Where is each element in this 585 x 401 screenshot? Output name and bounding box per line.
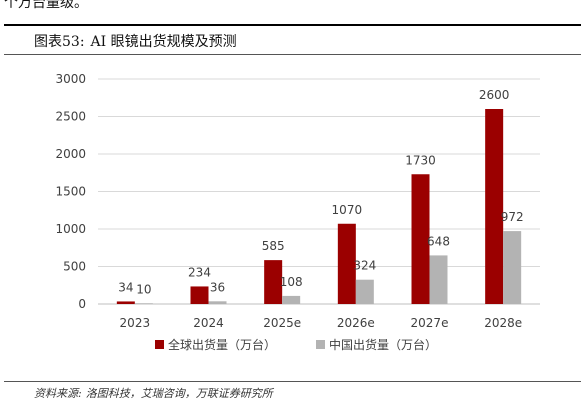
y-tick-label: 0 xyxy=(78,297,86,311)
bar-global xyxy=(485,109,504,304)
bar-global xyxy=(116,301,135,304)
source-text: 洛图科技，艾瑞咨询，万联证券研究所 xyxy=(85,387,273,400)
bar-global xyxy=(190,286,209,304)
bar-china xyxy=(503,231,522,304)
data-label-global: 1730 xyxy=(405,153,436,167)
bar-china xyxy=(355,279,374,304)
legend-swatch-china xyxy=(316,340,325,349)
data-label-global: 234 xyxy=(188,265,211,279)
bar-china xyxy=(282,295,301,304)
figure-label: 图表53: xyxy=(34,34,85,50)
data-label-global: 34 xyxy=(118,280,133,294)
bar-china xyxy=(208,301,227,304)
data-label-global: 1070 xyxy=(332,203,363,217)
bar-china xyxy=(134,303,153,304)
x-tick-label: 2026e xyxy=(337,316,375,330)
y-tick-label: 1500 xyxy=(55,185,86,199)
y-tick-label: 1000 xyxy=(55,222,86,236)
data-label-global: 585 xyxy=(262,239,285,253)
top-rule xyxy=(4,24,581,26)
title-rule xyxy=(4,54,581,55)
figure-title: 图表53: AI 眼镜出货规模及预测 xyxy=(34,31,243,51)
bottom-rule xyxy=(4,381,581,382)
y-tick-label: 2000 xyxy=(55,147,86,161)
x-tick-label: 2025e xyxy=(263,316,301,330)
x-tick-label: 2027e xyxy=(411,316,449,330)
data-label-china: 36 xyxy=(210,280,225,294)
x-tick-label: 2028e xyxy=(484,316,522,330)
bar-china xyxy=(429,255,448,304)
bar-global xyxy=(264,260,283,304)
preceding-text-fragment: 个万台量级。 xyxy=(4,0,88,11)
data-label-china: 324 xyxy=(353,259,376,273)
data-label-china: 10 xyxy=(136,282,151,296)
source-label: 资料来源: xyxy=(34,387,82,400)
source-note: 资料来源: 洛图科技，艾瑞咨询，万联证券研究所 xyxy=(34,385,277,401)
data-label-global: 2600 xyxy=(479,88,510,102)
x-tick-label: 2023 xyxy=(120,316,151,330)
figure-title-text: AI 眼镜出货规模及预测 xyxy=(90,34,237,50)
data-label-china: 972 xyxy=(501,210,524,224)
bar-global xyxy=(411,174,430,304)
x-tick-label: 2024 xyxy=(193,316,224,330)
y-tick-label: 500 xyxy=(63,260,86,274)
data-label-china: 108 xyxy=(280,275,303,289)
legend-swatch-global xyxy=(155,340,164,349)
legend-label-china: 中国出货量（万台） xyxy=(329,337,437,352)
bar-global xyxy=(337,223,356,304)
y-tick-label: 2500 xyxy=(55,110,86,124)
legend-label-global: 全球出货量（万台） xyxy=(168,337,276,352)
y-tick-label: 3000 xyxy=(55,72,86,86)
data-label-china: 648 xyxy=(427,234,450,248)
